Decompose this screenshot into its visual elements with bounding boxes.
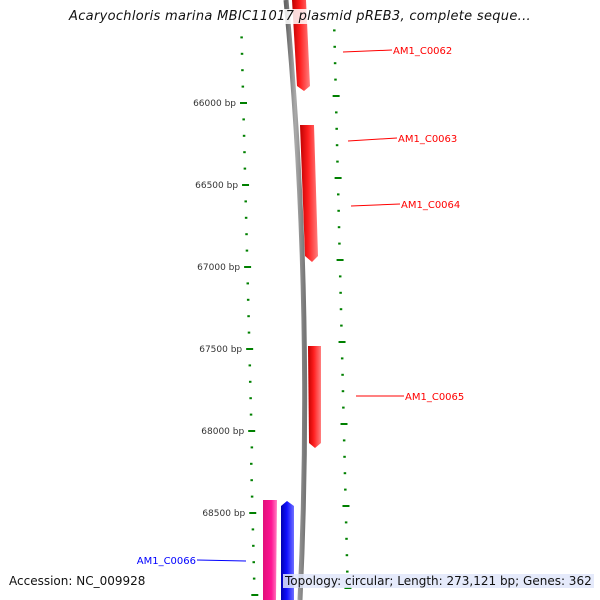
- left-minor-tick: [244, 216, 248, 219]
- right-minor-tick: [343, 472, 347, 475]
- right-minor-tick: [341, 390, 345, 393]
- ruler-label: 66500 bp: [195, 181, 238, 191]
- left-minor-tick: [246, 298, 250, 301]
- gene-label-connector: [196, 559, 247, 562]
- right-minor-tick: [338, 242, 341, 245]
- right-minor-tick: [337, 226, 341, 229]
- left-minor-tick: [248, 380, 252, 383]
- right-minor-tick: [345, 554, 349, 557]
- map-title: Acaryochloris marina MBIC11017 plasmid p…: [0, 9, 600, 24]
- left-minor-tick: [245, 233, 248, 236]
- left-minor-tick: [244, 200, 247, 203]
- gene-label-connector: [350, 203, 401, 207]
- left-minor-tick: [250, 462, 253, 465]
- left-major-tick: [248, 430, 256, 432]
- left-minor-tick: [249, 413, 253, 416]
- left-minor-tick: [247, 331, 251, 334]
- left-minor-tick: [250, 446, 254, 449]
- right-major-tick: [344, 587, 352, 589]
- left-minor-tick: [250, 479, 253, 482]
- left-major-tick: [246, 348, 254, 350]
- left-minor-tick: [248, 364, 252, 367]
- right-minor-tick: [338, 275, 342, 278]
- right-minor-tick: [335, 144, 339, 147]
- left-minor-tick: [252, 544, 255, 547]
- right-major-tick: [342, 505, 350, 507]
- ruler-label: 68500 bp: [202, 509, 245, 519]
- right-minor-tick: [334, 78, 337, 81]
- gene-am1_c0063-feature: [300, 125, 318, 262]
- left-minor-tick: [249, 397, 252, 400]
- gene-label: AM1_C0062: [393, 46, 452, 57]
- gene-label: AM1_C0066: [137, 556, 196, 567]
- right-minor-tick: [339, 291, 342, 294]
- right-minor-tick: [343, 455, 346, 458]
- right-minor-tick: [340, 324, 343, 327]
- right-minor-tick: [337, 209, 340, 212]
- ruler-label: 67000 bp: [197, 263, 240, 273]
- left-minor-tick: [240, 36, 243, 39]
- right-major-tick: [338, 341, 346, 343]
- right-minor-tick: [333, 45, 336, 48]
- gene-unlabeled-feature: [263, 500, 277, 600]
- right-major-tick: [332, 95, 340, 97]
- gene-label: AM1_C0063: [398, 134, 457, 145]
- left-major-tick: [249, 512, 257, 514]
- gene-label: AM1_C0065: [405, 392, 464, 403]
- left-minor-tick: [241, 69, 244, 72]
- right-major-tick: [336, 259, 344, 261]
- right-minor-tick: [333, 29, 336, 32]
- left-minor-tick: [242, 118, 245, 121]
- right-minor-tick: [344, 521, 348, 524]
- right-minor-tick: [333, 62, 337, 65]
- right-minor-tick: [345, 537, 348, 540]
- right-minor-tick: [340, 357, 344, 360]
- right-minor-tick: [339, 308, 343, 311]
- left-minor-tick: [252, 577, 256, 580]
- gene-label: AM1_C0064: [401, 200, 460, 211]
- right-major-tick: [340, 423, 348, 425]
- ruler-label: 66000 bp: [193, 99, 236, 109]
- plasmid-backbone: [283, 0, 308, 600]
- accession-text: Accession: NC_009928: [9, 574, 146, 588]
- left-major-tick: [242, 184, 250, 186]
- left-minor-tick: [252, 561, 255, 564]
- right-minor-tick: [335, 127, 338, 130]
- left-minor-tick: [250, 495, 254, 498]
- right-minor-tick: [341, 373, 344, 376]
- left-major-tick: [251, 594, 259, 596]
- right-minor-tick: [346, 570, 349, 573]
- right-minor-tick: [335, 111, 338, 114]
- left-minor-tick: [241, 85, 245, 88]
- right-major-tick: [334, 177, 342, 179]
- left-minor-tick: [243, 167, 247, 170]
- ruler-label: 68000 bp: [201, 427, 244, 437]
- left-minor-tick: [251, 528, 255, 531]
- left-minor-tick: [242, 134, 246, 137]
- left-major-tick: [244, 266, 252, 268]
- right-minor-tick: [342, 406, 345, 409]
- left-major-tick: [240, 102, 247, 104]
- ruler-label: 67500 bp: [199, 345, 242, 355]
- gene-label-connector: [347, 137, 398, 142]
- left-minor-tick: [240, 52, 244, 55]
- left-minor-tick: [245, 249, 249, 252]
- gene-am1_c0064-feature: [308, 346, 321, 448]
- right-minor-tick: [336, 193, 340, 196]
- left-minor-tick: [243, 151, 246, 154]
- gene-label-connector: [342, 49, 393, 53]
- summary-text: Topology: circular; Length: 273,121 bp; …: [283, 574, 594, 588]
- left-minor-tick: [246, 282, 250, 285]
- map-title-text: Acaryochloris marina MBIC11017 plasmid p…: [67, 9, 533, 24]
- right-minor-tick: [342, 439, 346, 442]
- left-minor-tick: [247, 315, 250, 318]
- right-minor-tick: [344, 488, 347, 491]
- right-minor-tick: [336, 160, 339, 163]
